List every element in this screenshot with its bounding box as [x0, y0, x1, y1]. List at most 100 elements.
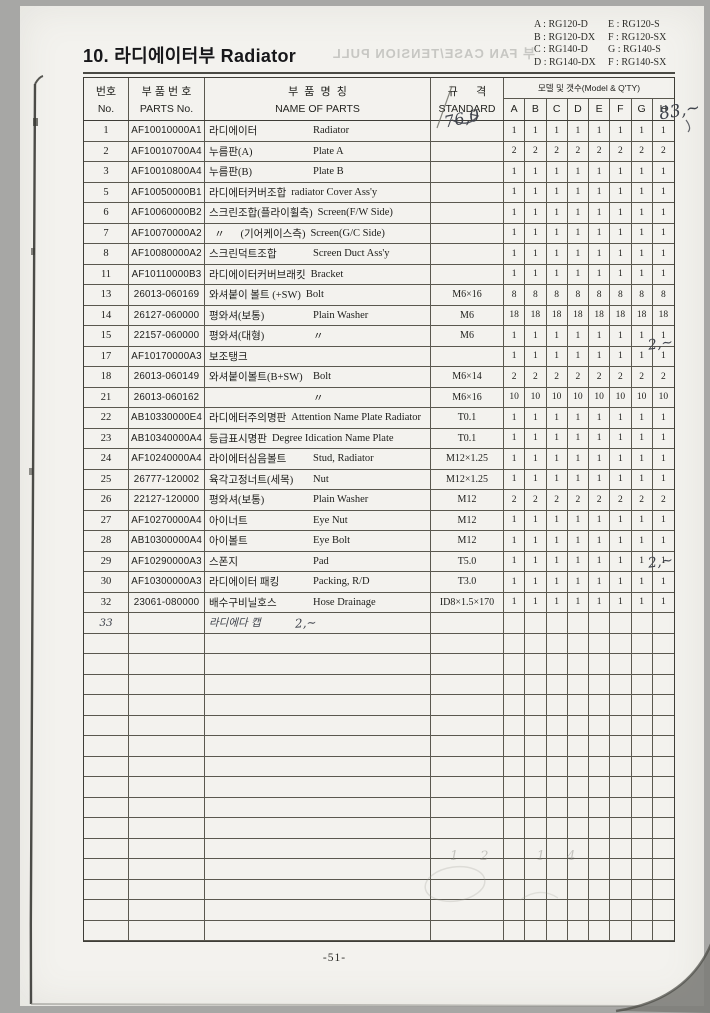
qty-col-header-h: H — [659, 103, 668, 116]
cell-qty — [610, 613, 632, 633]
cell-standard: T0.1 — [431, 428, 504, 448]
table-row: 13 26013-060169 와셔붙이 볼트 (+SW) Bolt M6×16 8 8 8 8… — [84, 285, 674, 306]
cell-qty: 2 — [610, 490, 632, 510]
cell-qty: 8 — [547, 285, 568, 305]
column-header-name-of-parts: 부 품 명 칭 NAME OF PARTS — [205, 78, 431, 120]
cell-standard: M6×14 — [431, 367, 504, 387]
table-row: 11 AF10110000B3 라디에이터커버브래킷 Bracket 1 1 1 1 1 1 1 1 — [84, 264, 674, 285]
cell-standard — [431, 162, 504, 182]
cell-qty: 1 — [610, 592, 632, 612]
cell-qty: 1 — [589, 264, 611, 284]
cell-qty: 1 — [568, 203, 589, 223]
cell-qty: 1 — [568, 326, 589, 346]
cell-no: 3 — [84, 162, 129, 182]
part-name-kr: 스폰지 — [209, 556, 238, 568]
table-row: 14 26127-060000 평와셔(보통) Plain Washer M6 18 18 1… — [84, 305, 674, 326]
cell-no: 22 — [84, 408, 129, 428]
cell-qty: 1 — [632, 449, 653, 469]
cell-qty: 1 — [589, 428, 611, 448]
table-row: 7 AF10070000A2 〃 (기어케이스측) Screen(G/C Side)… — [84, 223, 674, 244]
cell-qty: 18 — [547, 305, 568, 325]
document-page: 부 FAN CASE/TENSION PULL 10. 라디에이터부 Radia… — [20, 6, 704, 1006]
qty-col-header-c: C — [547, 98, 568, 120]
cell-qty: 1 — [547, 408, 568, 428]
cell-qty: 2 — [547, 141, 568, 161]
cell-no: 23 — [84, 428, 129, 448]
part-name-kr: 라디에이터 패킹 — [209, 577, 280, 589]
cell-no: 30 — [84, 572, 129, 592]
cell-no: 27 — [84, 510, 129, 530]
part-name-kr: 누름판(A) — [209, 146, 253, 158]
cell-qty: 1 — [661, 515, 666, 526]
cell-parts-no: 26777-120002 — [129, 469, 205, 489]
table-row: 29 AF10290000A3 스폰지 Pad T5.0 1 1 1 1 1 1 1 1 — [84, 551, 674, 572]
part-name-kr: 배수구비닐호스 — [209, 597, 277, 609]
cell-name: 등급표시명판 Degree Idication Name Plate — [205, 428, 431, 448]
part-name-kr: 라디에터커버조합 — [209, 187, 287, 199]
cell-qty: 1 — [547, 510, 568, 530]
part-name-en: Plate A — [313, 145, 344, 157]
cell-qty: 1 — [547, 428, 568, 448]
part-name-en: Bolt — [313, 371, 332, 383]
cell-qty: 1 — [661, 187, 666, 198]
part-name-kr: 육각고정너트(세목) — [209, 474, 294, 486]
part-name-en: Degree Idication Name Plate — [271, 432, 394, 444]
cell-qty: 1 — [525, 408, 547, 428]
table-row: 8 AF10080000A2 스크린덕트조합 Screen Duct Ass'y 1 1 1… — [84, 244, 674, 265]
cell-qty: 1 — [661, 412, 666, 423]
part-name-en: Bolt — [305, 289, 324, 301]
part-name-kr: 라디에이터커버브래킷 — [209, 269, 306, 281]
qty-col-header-e: E — [589, 98, 611, 120]
table-row-blank — [84, 695, 674, 716]
cell-qty: 1 — [610, 572, 632, 592]
cell-no: 7 — [84, 223, 129, 243]
cell-qty: 2 — [525, 490, 547, 510]
part-name-kr: 보조탱크 — [209, 351, 248, 363]
table-row-blank — [84, 756, 674, 777]
cell-parts-no: AB10330000E4 — [129, 408, 205, 428]
cell-qty: 1 — [547, 551, 568, 571]
table-row-blank — [84, 920, 674, 941]
cell-qty: 1 — [504, 510, 526, 530]
table-row: 27 AF10270000A4 아이너트 Eye Nut M12 1 1 1 1 1 1 1 1 — [84, 510, 674, 531]
cell-qty: 2 — [589, 367, 611, 387]
part-name-en: Plain Washer — [313, 494, 369, 506]
cell-qty: 1 — [589, 592, 611, 612]
cell-qty: 1 — [589, 531, 611, 551]
cell-name: 평와셔(대형) 〃 — [205, 326, 431, 346]
table-header: 번호 No. 부 품 번 호 PARTS No. 부 품 명 칭 NAME OF… — [84, 78, 674, 121]
cell-qty: 1 — [504, 531, 526, 551]
cell-name: 누름판(A) Plate A — [205, 141, 431, 161]
table-row-blank — [84, 838, 674, 859]
table-row-blank — [84, 818, 674, 839]
cell-qty: 1 — [610, 121, 632, 141]
cell-no: 24 — [84, 449, 129, 469]
cell-qty: 1 — [589, 346, 611, 366]
part-name-en: Nut — [313, 473, 329, 485]
cell-qty: 1 — [632, 203, 653, 223]
table-body: 1 AF10010000A1 라디에이터 Radiator 1 1 1 1 1 1 1 1 2 AF100… — [84, 121, 674, 941]
cell-parts-no: AF10290000A3 — [129, 551, 205, 571]
cell-qty: 10 — [547, 387, 568, 407]
cell-standard — [431, 346, 504, 366]
cell-parts-no: AB10300000A4 — [129, 531, 205, 551]
table-row-blank — [84, 879, 674, 900]
cell-name: 스크린조합(플라이휠측) Screen(F/W Side) — [205, 203, 431, 223]
cell-qty: 1 — [589, 326, 611, 346]
cell-qty: 8 — [504, 285, 526, 305]
cell-qty: 2 — [610, 141, 632, 161]
cell-qty — [632, 613, 653, 633]
table-row: 26 22127-120000 평와셔(보통) Plain Washer M12 2 2 2 2… — [84, 490, 674, 511]
cell-parts-no: AF10050000B1 — [129, 182, 205, 202]
cell-qty: 1 — [610, 182, 632, 202]
cell-qty: 10 — [610, 387, 632, 407]
cell-parts-no: 26013-060149 — [129, 367, 205, 387]
cell-qty: 1 — [504, 203, 526, 223]
cell-qty: 1 — [504, 162, 526, 182]
cell-qty: 1 — [547, 326, 568, 346]
cell-qty: 1 — [547, 449, 568, 469]
cell-qty: 1 — [547, 244, 568, 264]
cell-qty: 2 — [632, 490, 653, 510]
